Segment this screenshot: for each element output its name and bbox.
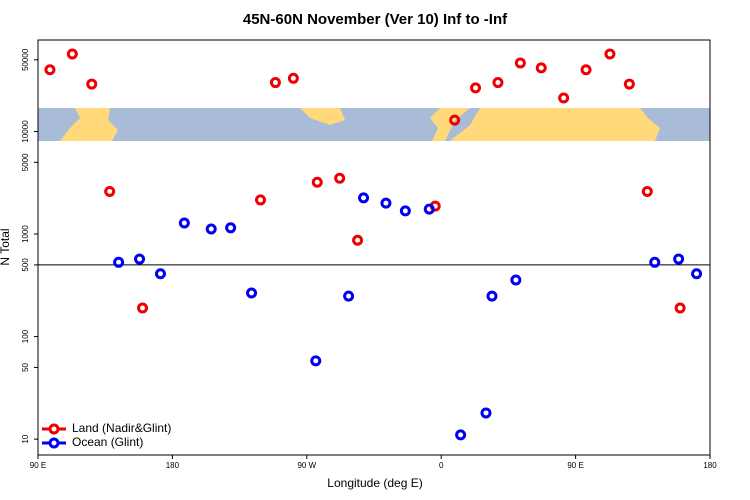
point (137, 302, 149, 314)
point (449, 114, 461, 126)
point (178, 217, 190, 229)
y-tick-label: 50000 (21, 48, 30, 71)
y-tick-label: 10 (21, 434, 30, 443)
point (649, 256, 661, 268)
point (380, 197, 392, 209)
y-tick-label: 100 (21, 329, 30, 343)
point (310, 355, 322, 367)
legend-swatch (48, 437, 60, 449)
x-tick-label: 90 W (297, 461, 316, 470)
map-ocean (445, 108, 480, 141)
point (334, 172, 346, 184)
x-tick-label: 90 E (567, 461, 583, 470)
point (580, 64, 592, 76)
y-tick-label: 10000 (21, 120, 30, 143)
point (134, 253, 146, 265)
point (535, 62, 547, 74)
point (269, 77, 281, 89)
point (86, 78, 98, 90)
point (104, 185, 116, 197)
x-axis-label: Longitude (deg E) (327, 476, 422, 490)
point (480, 407, 492, 419)
point (205, 223, 217, 235)
map-ocean (108, 108, 440, 141)
x-tick-label: 180 (166, 461, 180, 470)
point (113, 256, 125, 268)
legend-label: Land (Nadir&Glint) (72, 421, 171, 435)
chart-title: 45N-60N November (Ver 10) Inf to -Inf (243, 11, 508, 28)
point (246, 287, 258, 299)
point (66, 48, 78, 60)
y-tick-label: 1000 (21, 225, 30, 243)
map-land (300, 108, 345, 125)
point (514, 57, 526, 69)
point (492, 77, 504, 89)
x-tick-label: 0 (439, 461, 444, 470)
point (358, 192, 370, 204)
point (154, 268, 166, 280)
point (486, 290, 498, 302)
point (604, 48, 616, 60)
x-tick-label: 180 (703, 461, 717, 470)
point (470, 82, 482, 94)
point (225, 222, 237, 234)
point (287, 72, 299, 84)
map-ocean (38, 108, 80, 141)
point (510, 274, 522, 286)
point (311, 176, 323, 188)
point (352, 234, 364, 246)
y-tick-label: 50 (21, 362, 30, 371)
y-axis-label: N Total (0, 228, 12, 265)
map-band (38, 108, 710, 141)
point (255, 194, 267, 206)
point (423, 203, 435, 215)
point (623, 78, 635, 90)
point (44, 64, 56, 76)
point (641, 185, 653, 197)
point (558, 92, 570, 104)
point (399, 205, 411, 217)
plot-frame (37, 39, 711, 456)
x-tick-label: 90 E (30, 461, 46, 470)
point (691, 268, 703, 280)
point (455, 429, 467, 441)
y-tick-label: 500 (21, 258, 30, 272)
legend-swatch (48, 423, 60, 435)
point (673, 253, 685, 265)
point (674, 302, 686, 314)
point (343, 290, 355, 302)
y-tick-label: 5000 (21, 153, 30, 171)
map-ocean (640, 108, 710, 141)
legend-label: Ocean (Glint) (72, 435, 143, 449)
